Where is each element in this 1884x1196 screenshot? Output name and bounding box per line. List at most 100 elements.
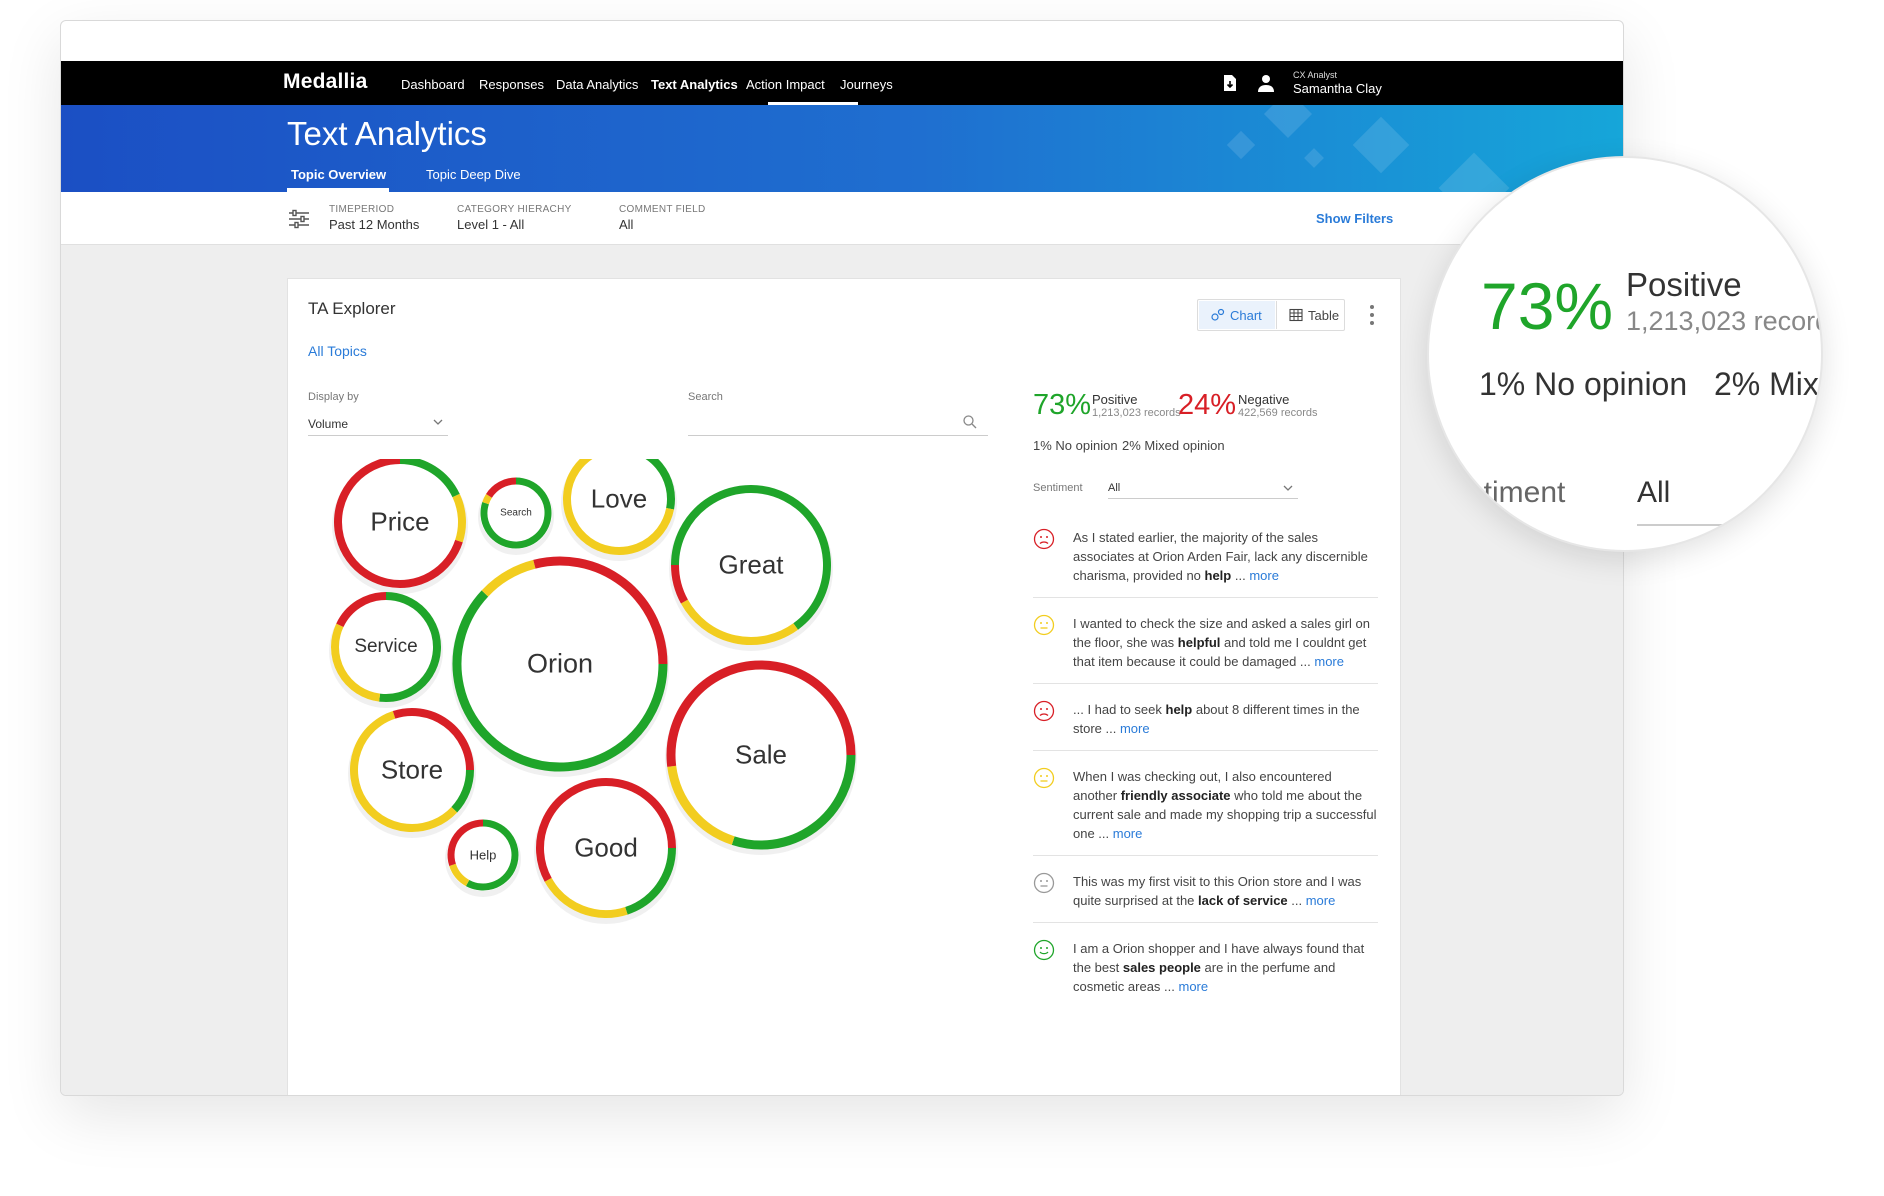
page-title: Text Analytics: [287, 115, 487, 152]
chevron-down-icon: [433, 419, 443, 425]
topic-bubble-label: Price: [370, 506, 430, 537]
display-by-select[interactable]: Volume: [308, 412, 448, 436]
user-name[interactable]: Samantha Clay: [1293, 81, 1382, 96]
document-download-icon[interactable]: [1223, 74, 1237, 92]
comment-item: When I was checking out, I also encounte…: [1033, 761, 1378, 856]
topic-bubble-label: Orion: [526, 648, 594, 679]
bubble-search-positive-arc: [480, 477, 552, 549]
negative-percent: 24%: [1178, 389, 1237, 421]
filter-bar: TIMEPERIOD Past 12 Months CATEGORY HIERA…: [61, 192, 1623, 245]
sentiment-value: All: [1108, 482, 1121, 494]
kebab-menu-icon[interactable]: [1370, 305, 1376, 325]
bubble-good-negative-arc: [536, 778, 676, 882]
chart-icon: [1211, 308, 1225, 321]
show-filters-link[interactable]: Show Filters: [1316, 211, 1394, 226]
bubble-help-negative-arc: [447, 819, 484, 866]
nav-journeys[interactable]: Journeys: [840, 77, 893, 92]
comment-list: As I stated earlier, the majority of the…: [1033, 522, 1378, 1018]
bubble-good-positive-arc: [625, 847, 676, 915]
tab-topic-deep-dive[interactable]: Topic Deep Dive: [426, 167, 521, 182]
bubble-love-neutral-arc: [563, 449, 675, 555]
bubble-background: [671, 485, 831, 645]
sentiment-select[interactable]: All: [1108, 479, 1298, 499]
bubble-background: [480, 477, 552, 549]
magnified-sentiment-label: ntiment: [1467, 476, 1566, 509]
comment-item: As I stated earlier, the majority of the…: [1033, 522, 1378, 598]
comment-item: ... I had to seek help about 8 different…: [1033, 694, 1378, 751]
nav-text-analytics[interactable]: Text Analytics: [651, 77, 738, 92]
decorative-diamond: [1263, 105, 1313, 139]
top-nav: Medallia Dashboard Responses Data Analyt…: [61, 61, 1623, 105]
frown-face-icon: [1033, 528, 1055, 550]
comment-text: When I was checking out, I also encounte…: [1073, 769, 1377, 841]
chart-view-button[interactable]: Chart: [1199, 301, 1275, 329]
category-value[interactable]: Level 1 - All: [457, 217, 525, 232]
positive-records: 1,213,023 records: [1092, 407, 1181, 419]
comment-more-link[interactable]: more: [1314, 654, 1344, 669]
display-by-value: Volume: [308, 417, 349, 431]
table-icon: [1289, 308, 1303, 322]
table-view-button[interactable]: Table: [1276, 301, 1344, 329]
topic-bubble-label: Help: [469, 847, 497, 863]
table-view-label: Table: [1308, 308, 1340, 323]
breadcrumb-all-topics[interactable]: All Topics: [308, 343, 367, 359]
bubble-search-negative-arc: [486, 477, 517, 498]
topic-bubble-chart: Price Search Love Great Service Orion Store Sal…: [288, 443, 1008, 1095]
decorative-diamond: [1352, 116, 1410, 174]
timeperiod-label: TIMEPERIOD: [329, 204, 395, 215]
nav-data-analytics[interactable]: Data Analytics: [556, 77, 639, 92]
nav-dashboard[interactable]: Dashboard: [401, 77, 465, 92]
magnified-no-opinion: 1% No opinion: [1479, 366, 1688, 402]
comment-more-link[interactable]: more: [1305, 893, 1336, 908]
comment-more-link[interactable]: more: [1178, 979, 1209, 994]
bubble-help-positive-arc: [465, 819, 519, 891]
search-input[interactable]: [688, 412, 988, 436]
bubble-background: [331, 592, 441, 702]
comment-field-label: COMMENT FIELD: [619, 204, 706, 215]
topic-bubble-label: Service: [354, 636, 418, 657]
bubble-orion-negative-arc: [533, 556, 668, 665]
comment-text: ... I had to seek help about 8 different…: [1073, 702, 1360, 736]
comment-keyword: help: [1204, 568, 1232, 583]
comment-field-value[interactable]: All: [619, 217, 634, 232]
comment-text: I wanted to check the size and asked a s…: [1073, 616, 1371, 669]
search-icon[interactable]: [962, 414, 978, 430]
active-nav-indicator: [768, 102, 858, 105]
decorative-diamond: [1226, 130, 1256, 160]
comment-more-link[interactable]: more: [1249, 568, 1279, 583]
comment-keyword: sales people: [1122, 960, 1201, 975]
comment-more-link[interactable]: more: [1112, 826, 1143, 841]
timeperiod-value[interactable]: Past 12 Months: [329, 217, 420, 232]
nav-action-impact[interactable]: Action Impact: [746, 77, 825, 92]
bubble-search-neutral-arc: [482, 493, 492, 505]
filter-sliders-icon[interactable]: [288, 209, 310, 229]
neutral-face-icon: [1033, 767, 1055, 789]
ta-explorer-panel: TA Explorer All Topics Chart Table Displ: [287, 278, 1401, 1095]
panel-title: TA Explorer: [308, 299, 396, 318]
comment-item: This was my first visit to this Orion st…: [1033, 866, 1378, 923]
nav-responses[interactable]: Responses: [479, 77, 545, 92]
bubble-orion-neutral-arc: [481, 559, 536, 597]
comment-text: This was my first visit to this Orion st…: [1073, 874, 1362, 908]
magnified-positive-label: Positive: [1626, 266, 1742, 303]
comment-keyword: friendly associate: [1120, 788, 1231, 803]
bubble-sale-negative-arc: [666, 660, 856, 767]
bubble-sale-positive-arc: [731, 754, 856, 850]
active-tab-indicator: [287, 188, 389, 192]
category-label: CATEGORY HIERACHY: [457, 204, 572, 215]
bubble-great-positive-arc: [671, 485, 831, 630]
neutral-face-icon: [1033, 872, 1055, 894]
comment-more-link[interactable]: more: [1119, 721, 1150, 736]
bubble-price-positive-arc: [399, 456, 460, 498]
tab-topic-overview[interactable]: Topic Overview: [291, 167, 387, 182]
search-label: Search: [688, 391, 723, 403]
bubble-service-negative-arc: [336, 592, 387, 628]
comment-keyword: lack of service: [1198, 893, 1288, 908]
user-icon[interactable]: [1257, 74, 1275, 92]
magnified-sentiment-value: All: [1637, 476, 1671, 509]
bubble-background: [334, 456, 466, 588]
medallia-logo[interactable]: Medallia: [283, 70, 368, 93]
bubble-store-positive-arc: [451, 769, 474, 813]
frown-face-icon: [1033, 700, 1055, 722]
bubble-sale-neutral-arc: [667, 765, 735, 845]
